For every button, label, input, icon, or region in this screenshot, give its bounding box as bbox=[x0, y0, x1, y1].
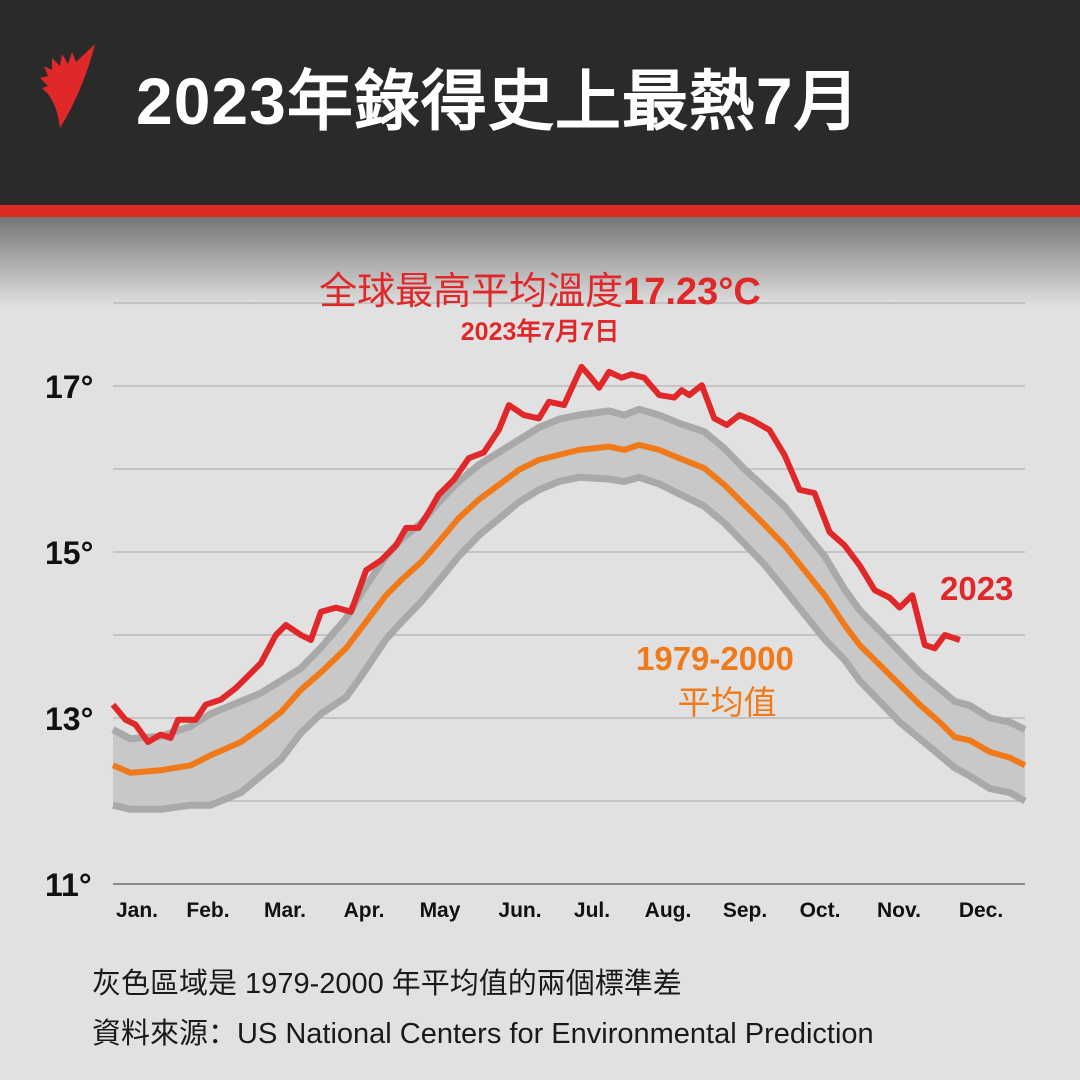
red-accent-stripe bbox=[0, 205, 1080, 217]
record-label: 全球最高平均溫度 bbox=[319, 271, 624, 313]
x-tick-label: Oct. bbox=[800, 899, 841, 922]
series-label-baseline-text: 平均值 bbox=[677, 684, 777, 721]
header-bar bbox=[0, 0, 1080, 205]
x-tick-label: Nov. bbox=[877, 899, 921, 922]
x-tick-label: Jun. bbox=[498, 899, 541, 922]
x-tick-label: Feb. bbox=[186, 899, 229, 922]
x-tick-label: Apr. bbox=[344, 899, 385, 922]
x-tick-label: May bbox=[420, 899, 461, 922]
record-annotation: 全球最高平均溫度17.23°C bbox=[0, 260, 1080, 315]
band-upper-edge bbox=[111, 405, 1027, 743]
baseline-mean-line bbox=[111, 441, 1027, 776]
std-dev-band bbox=[113, 409, 1025, 810]
y-tick-label: 13° bbox=[45, 701, 93, 737]
header-shadow bbox=[0, 217, 1080, 307]
series-label-baseline-years: 1979-2000 bbox=[636, 640, 794, 677]
x-tick-label: Sep. bbox=[723, 899, 767, 922]
band-lower-edge bbox=[112, 473, 1027, 813]
x-tick-label: Mar. bbox=[264, 899, 306, 922]
footnote: 灰色區域是 1979-2000 年平均值的兩個標準差 bbox=[92, 968, 682, 1000]
x-tick-label: Jul. bbox=[574, 899, 610, 922]
series-label-2023: 2023 bbox=[940, 570, 1014, 607]
record-date: 2023年7月7日 bbox=[460, 318, 620, 346]
y-tick-label: 15° bbox=[45, 535, 93, 571]
source-note: 資料來源：US National Centers for Environment… bbox=[92, 1018, 874, 1050]
record-value: 17.23°C bbox=[623, 271, 761, 313]
sbs-logo-icon bbox=[40, 44, 95, 128]
y-tick-label: 11° bbox=[45, 867, 92, 903]
x-tick-label: Aug. bbox=[645, 899, 692, 922]
y-tick-label: 17° bbox=[45, 369, 93, 405]
series-2023-line bbox=[110, 363, 961, 746]
x-tick-label: Dec. bbox=[959, 899, 1003, 922]
page-title: 2023年錄得史上最熱7月 bbox=[136, 64, 861, 138]
x-tick-label: Jan. bbox=[116, 899, 158, 922]
